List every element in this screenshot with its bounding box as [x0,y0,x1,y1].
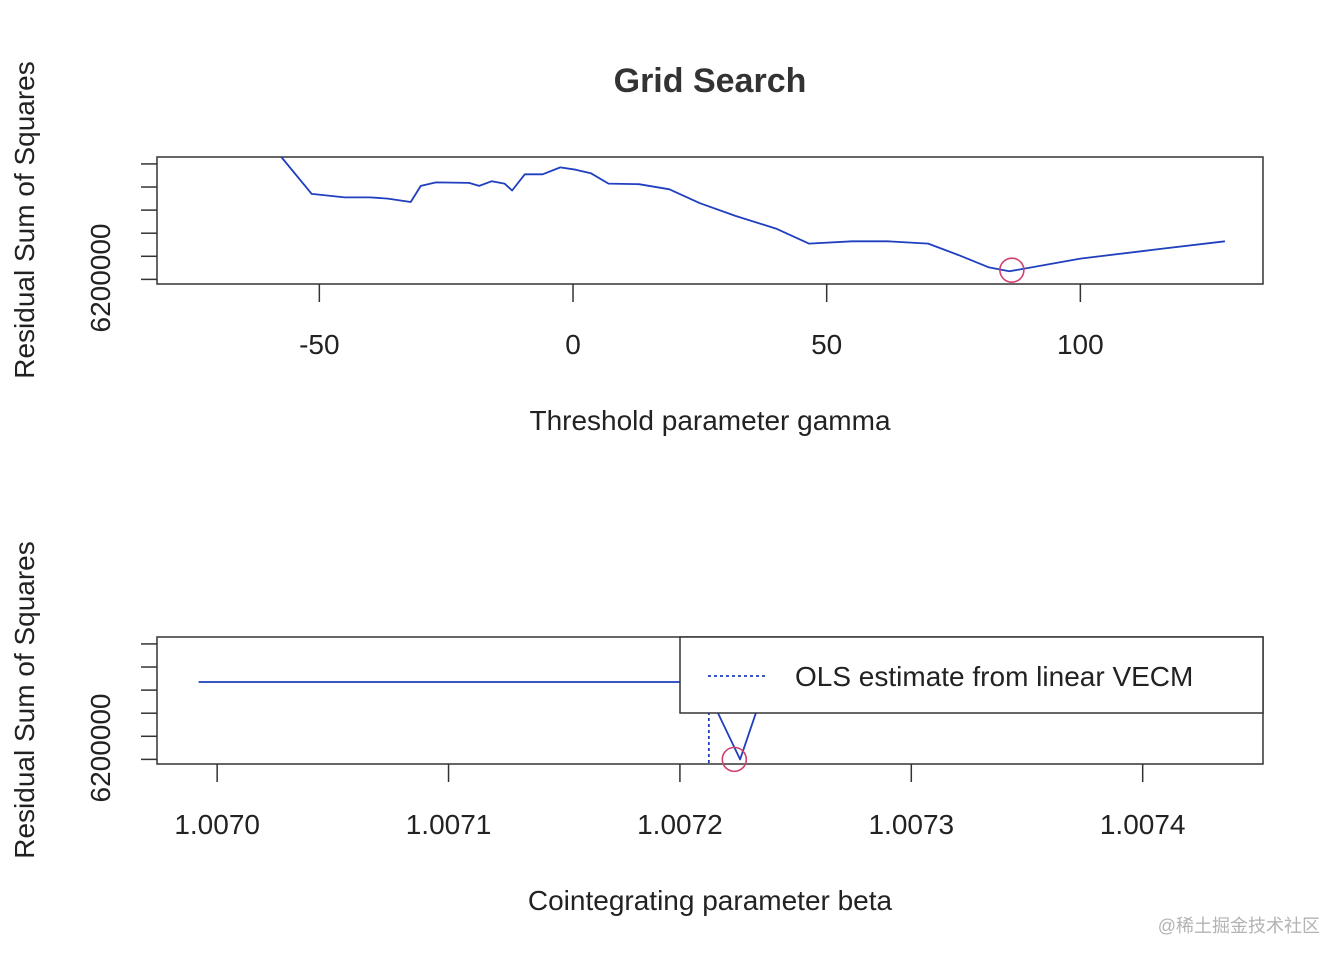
x-tick-label-beta-2: 1.0072 [637,809,723,840]
x-tick-label-beta-0: 1.0070 [174,809,260,840]
x-tick-label-gamma-0: -50 [299,329,339,360]
panel-gamma: Grid Search -50 0 50 100 Threshold paramete… [9,61,1264,436]
x-tick-label-gamma-1: 0 [565,329,581,360]
legend: OLS estimate from linear VECM [679,636,1264,714]
x-ticks-beta: 1.0070 1.0071 1.0072 1.0073 1.0074 [174,764,1186,840]
x-tick-label-beta-4: 1.0074 [1100,809,1186,840]
watermark: @稀土掘金技术社区 [1158,916,1320,936]
legend-box [679,636,1264,714]
panel-beta: 1.0070 1.0071 1.0072 1.0073 1.0074 OLS estim… [9,541,1264,916]
y-tick-label-gamma: 6200000 [85,223,116,332]
y-ticks-beta [141,643,157,761]
y-axis-label-gamma: Residual Sum of Squares [9,61,40,379]
x-axis-label-beta: Cointegrating parameter beta [528,885,893,916]
y-axis-label-beta: Residual Sum of Squares [9,541,40,859]
y-tick-label-beta: 6200000 [85,693,116,802]
minimum-marker-beta [721,746,748,773]
minimum-marker-gamma [999,257,1025,283]
x-tick-label-beta-3: 1.0073 [868,809,954,840]
plot-frame-gamma [156,156,1264,285]
legend-entry-ols: OLS estimate from linear VECM [795,661,1193,692]
x-ticks-gamma: -50 0 50 100 [299,284,1104,360]
y-ticks-gamma [141,163,157,281]
x-axis-label-gamma: Threshold parameter gamma [529,405,890,436]
x-tick-label-beta-1: 1.0071 [406,809,492,840]
x-tick-label-gamma-3: 100 [1057,329,1104,360]
x-tick-label-gamma-2: 50 [811,329,842,360]
chart-title: Grid Search [614,62,807,100]
series-line-gamma [280,156,1226,273]
series-line-beta [198,681,760,761]
